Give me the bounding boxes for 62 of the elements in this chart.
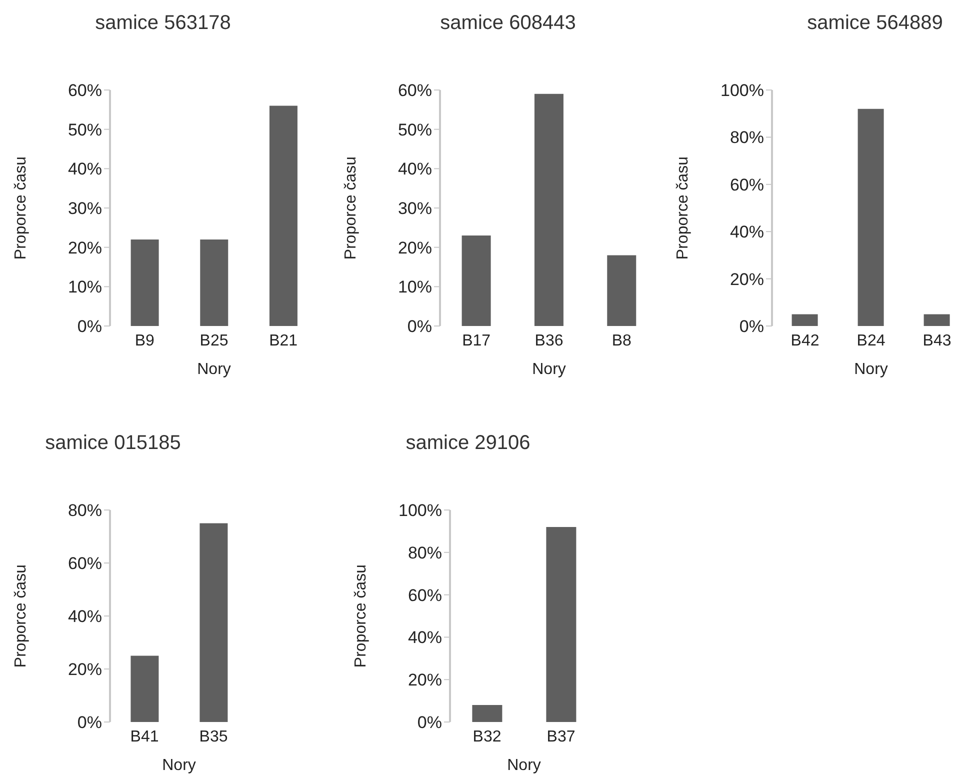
x-tick-label: B9 [134,332,155,350]
bar [607,255,636,326]
y-tick-label: 10% [68,278,102,297]
x-tick-label: B42 [790,332,820,350]
x-axis-title: Nory [197,361,231,378]
y-tick-label: 100% [398,501,442,520]
x-tick-label: B36 [534,332,564,350]
y-tick-label: 80% [408,543,442,562]
y-axis-title: Proporce času [12,156,30,260]
y-axis-title: Proporce času [674,156,692,260]
y-tick-label: 30% [68,199,102,218]
x-tick-label: B24 [856,332,886,350]
chart-title: samice 608443 [439,12,577,35]
y-tick-label: 0% [407,317,432,336]
x-axis-title: Nory [507,757,541,774]
x-tick-label: B35 [199,728,228,746]
y-tick-label: 50% [68,120,102,140]
y-tick-label: 0% [77,713,102,732]
y-tick-label: 20% [398,238,432,258]
x-tick-label: B21 [269,332,298,350]
chart-title: samice 29106 [404,432,532,455]
y-tick-label: 20% [68,660,102,680]
bar [462,236,491,326]
chart-title: samice 563178 [94,12,232,35]
x-tick-label: B37 [546,728,576,746]
chart-title: samice 015185 [44,432,182,455]
y-tick-label: 60% [68,81,102,100]
y-tick-label: 60% [408,586,442,605]
x-axis-title: Nory [532,361,566,378]
y-tick-label: 40% [730,222,764,242]
x-tick-label: B17 [462,332,491,350]
y-tick-label: 20% [408,670,442,690]
y-tick-label: 60% [68,554,102,574]
y-tick-label: 60% [398,81,432,100]
y-axis-title: Proporce času [342,156,360,260]
x-tick-label: B32 [472,728,502,746]
y-tick-label: 40% [408,628,442,648]
x-tick-label: B25 [200,332,228,350]
y-tick-label: 20% [68,238,102,258]
x-axis-title: Nory [854,361,888,378]
y-tick-label: 60% [730,175,764,194]
y-axis-title: Proporce času [12,564,30,668]
y-tick-label: 30% [398,199,432,218]
bar [534,94,564,326]
y-axis-title: Proporce času [352,564,370,668]
x-tick-label: B41 [130,728,159,746]
y-tick-label: 40% [68,160,102,179]
y-tick-label: 50% [398,120,432,140]
y-tick-label: 0% [739,317,764,336]
y-tick-label: 10% [398,278,432,297]
y-tick-label: 40% [398,160,432,179]
x-tick-label: B8 [612,332,632,350]
y-tick-label: 20% [730,270,764,289]
y-tick-label: 0% [77,317,102,336]
x-axis-title: Nory [162,757,196,774]
y-tick-label: 0% [417,713,442,732]
y-tick-label: 80% [68,501,102,520]
y-tick-label: 80% [730,128,764,148]
x-tick-label: B43 [922,332,952,350]
y-tick-label: 100% [720,81,764,100]
chart-title: samice 564889 [806,12,944,35]
y-tick-label: 40% [68,607,102,626]
